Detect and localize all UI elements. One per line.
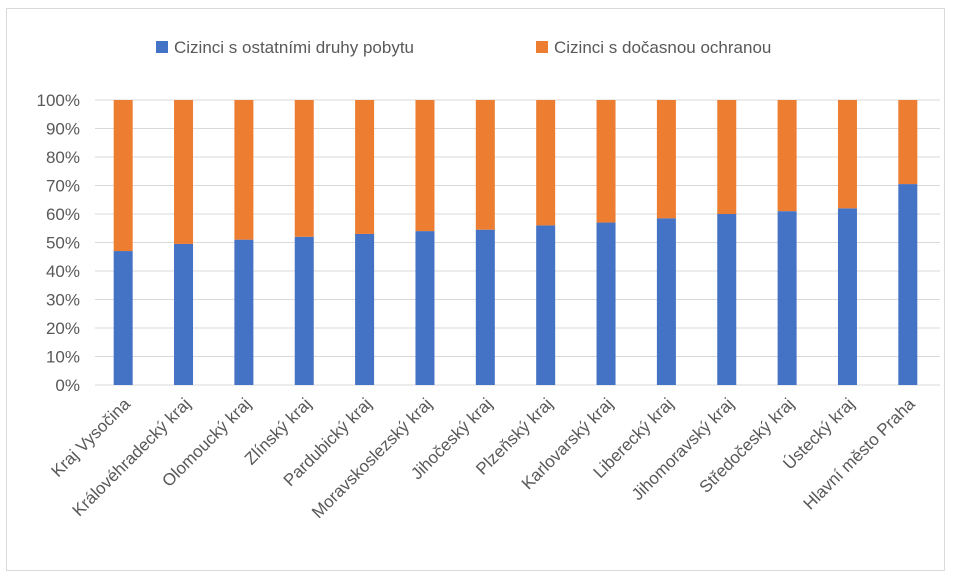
bar-segment — [475, 100, 495, 230]
bar-segment — [294, 100, 314, 237]
bar-segment — [536, 225, 556, 385]
bar-segment — [355, 100, 375, 234]
bar-segment — [837, 100, 857, 209]
bar-segment — [234, 239, 254, 385]
bar-segment — [717, 214, 737, 385]
legend-label: Cizinci s ostatními druhy pobytu — [174, 38, 414, 57]
y-tick-label: 10% — [46, 348, 80, 367]
y-tick-label: 70% — [46, 177, 80, 196]
y-tick-label: 60% — [46, 205, 80, 224]
bar-segment — [294, 236, 314, 385]
y-tick-label: 30% — [46, 291, 80, 310]
y-tick-label: 90% — [46, 120, 80, 139]
bar-segment — [415, 100, 435, 232]
bar-segment — [777, 100, 797, 212]
y-tick-label: 20% — [46, 319, 80, 338]
y-tick-label: 80% — [46, 148, 80, 167]
bar-segment — [355, 233, 375, 385]
bar-segment — [837, 208, 857, 385]
bar-segment — [777, 211, 797, 385]
y-tick-label: 0% — [55, 376, 80, 395]
bar-segment — [656, 100, 676, 219]
bar-segment — [898, 100, 918, 185]
bar-segment — [234, 100, 254, 240]
x-category-label: Moravskoslezský kraj — [308, 394, 436, 522]
bar-segment — [596, 100, 616, 223]
bar-segment — [898, 184, 918, 385]
bar-segment — [415, 231, 435, 385]
x-category-label: Královéhradecký kraj — [69, 394, 195, 520]
bar-segment — [174, 100, 194, 244]
bar-segment — [717, 100, 737, 214]
x-category-label: Hlavní město Praha — [800, 394, 919, 513]
bar-segment — [656, 218, 676, 385]
legend-label: Cizinci s dočasnou ochranou — [554, 38, 771, 57]
bar-segment — [174, 243, 194, 385]
bar-segment — [596, 222, 616, 385]
bar-segment — [536, 100, 556, 226]
legend-swatch — [156, 41, 168, 53]
legend-swatch — [536, 41, 548, 53]
y-tick-label: 100% — [37, 91, 80, 110]
y-tick-label: 50% — [46, 234, 80, 253]
x-category-label: Jihomoravský kraj — [628, 394, 738, 504]
y-tick-label: 40% — [46, 262, 80, 281]
bar-segment — [113, 100, 133, 252]
bar-segment — [475, 229, 495, 385]
bar-segment — [113, 251, 133, 385]
